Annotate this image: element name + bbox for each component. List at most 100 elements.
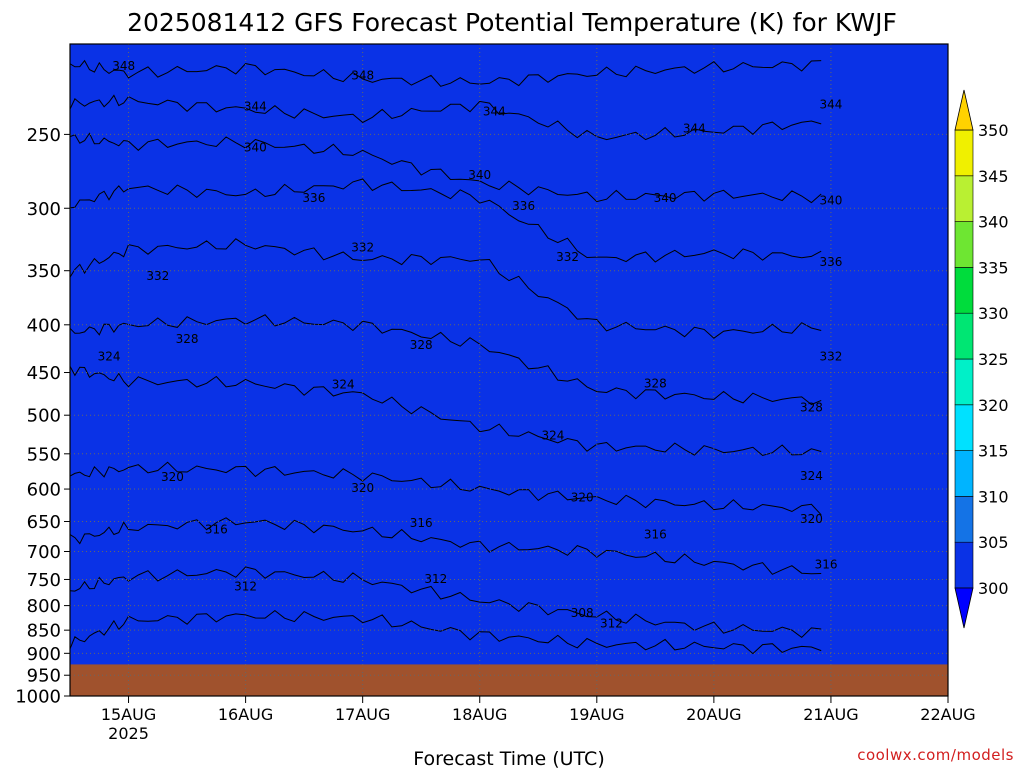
y-tick-label: 250 — [27, 125, 61, 146]
colorbar-label: 310 — [978, 487, 1009, 506]
contour-label: 324 — [541, 428, 564, 442]
contour-label: 340 — [244, 141, 267, 155]
y-tick-label: 700 — [27, 542, 61, 563]
contour-label: 344 — [483, 105, 506, 119]
contour-label: 340 — [819, 194, 842, 208]
colorbar-swatch — [954, 312, 974, 360]
x-tick-label: 18AUG — [452, 705, 507, 724]
axes: 2503003504004505005506006507007508008509… — [15, 125, 976, 743]
contour-label: 336 — [512, 199, 535, 213]
colorbar-swatch — [954, 221, 974, 268]
x-axis-label: Forecast Time (UTC) — [413, 748, 604, 768]
contour-label: 340 — [654, 191, 677, 205]
chart-title: 2025081412 GFS Forecast Potential Temper… — [127, 8, 897, 37]
contour-label: 320 — [351, 481, 374, 495]
colorbar-swatch — [954, 450, 974, 497]
contour-label: 324 — [98, 349, 121, 363]
contour-label: 316 — [205, 522, 228, 536]
isentrope-336 — [70, 178, 822, 263]
colorbar-label: 315 — [978, 442, 1009, 461]
colorbar-label: 325 — [978, 350, 1009, 369]
x-tick-label: 19AUG — [569, 705, 624, 724]
colorbar-label: 350 — [978, 121, 1009, 140]
contour-label: 328 — [176, 332, 199, 346]
colorbar-swatch — [954, 175, 974, 222]
contour-label: 308 — [571, 606, 594, 620]
colorbar-top-arrow — [954, 89, 974, 131]
contour-label: 320 — [571, 491, 594, 505]
y-tick-label: 600 — [27, 480, 61, 501]
y-tick-label: 750 — [27, 570, 61, 591]
contour-label: 316 — [410, 516, 433, 530]
contour-labels: 348 348 344 344 344 344 340 340 340 340 336 336 336 3… — [98, 59, 843, 630]
x-tick-year: 2025 — [108, 724, 149, 743]
y-tick-label: 300 — [27, 199, 61, 220]
contour-label: 344 — [683, 121, 706, 135]
colorbar-swatch — [954, 496, 974, 543]
contour-label: 312 — [424, 572, 447, 586]
colorbar-label: 340 — [978, 213, 1009, 232]
plot-area: 348 348 344 344 344 344 340 340 340 340 336 336 336 3… — [69, 43, 949, 697]
isentrope-320 — [70, 461, 822, 516]
y-tick-label: 350 — [27, 261, 61, 282]
isentrope-308 — [70, 609, 822, 655]
contour-label: 336 — [302, 191, 325, 205]
x-tick-label: 21AUG — [803, 705, 858, 724]
watermark-text: coolwx.com/models — [857, 746, 1014, 764]
isentrope-340 — [70, 132, 822, 204]
colorbar-bottom-arrow — [954, 587, 974, 629]
contour-label: 332 — [819, 349, 842, 363]
contour-label: 328 — [644, 377, 667, 391]
x-tick-label: 20AUG — [686, 705, 741, 724]
contour-label: 348 — [351, 69, 374, 83]
colorbar-label: 300 — [978, 579, 1009, 598]
colorbar-swatch — [954, 404, 974, 451]
isentrope-332 — [70, 238, 822, 339]
y-tick-label: 450 — [27, 363, 61, 384]
y-tick-label: 500 — [27, 406, 61, 427]
contour-label: 332 — [146, 269, 169, 283]
y-tick-label: 650 — [27, 512, 61, 533]
contour-label: 332 — [351, 240, 374, 254]
contour-label: 316 — [644, 527, 667, 541]
y-tick-label: 950 — [27, 666, 61, 687]
colorbar-swatch — [954, 267, 974, 314]
x-tick-label: 22AUG — [920, 705, 975, 724]
y-tick-label: 400 — [27, 315, 61, 336]
isentrope-312 — [70, 566, 822, 639]
contour-label: 336 — [819, 255, 842, 269]
contour-label: 312 — [600, 616, 623, 630]
contour-label: 328 — [410, 338, 433, 352]
contour-label: 320 — [161, 470, 184, 484]
y-tick-label: 1000 — [15, 687, 61, 708]
colorbar-label: 330 — [978, 304, 1009, 323]
contour-label: 320 — [800, 512, 823, 526]
colorbar-label: 335 — [978, 258, 1009, 277]
y-tick-label: 550 — [27, 444, 61, 465]
contour-label: 344 — [819, 98, 842, 112]
colorbar-swatch — [954, 541, 974, 589]
contour-label: 324 — [332, 378, 355, 392]
contour-label: 332 — [556, 250, 579, 264]
contour-label: 312 — [234, 579, 257, 593]
x-tick-label: 16AUG — [218, 705, 273, 724]
isentrope-316 — [70, 517, 822, 575]
isentrope-324 — [70, 365, 822, 457]
x-tick-label: 17AUG — [335, 705, 390, 724]
contour-label: 344 — [244, 99, 267, 113]
contour-label: 316 — [815, 558, 838, 572]
colorbar-swatch — [954, 358, 974, 406]
colorbar-label: 320 — [978, 396, 1009, 415]
contour-label: 328 — [800, 401, 823, 415]
fill-band-base — [70, 44, 948, 696]
isentrope-348 — [70, 59, 822, 87]
isentrope-328 — [70, 314, 822, 406]
contour-label: 324 — [800, 469, 823, 483]
y-tick-label: 800 — [27, 596, 61, 617]
contour-label: 348 — [112, 59, 135, 73]
colorbar-legend: 300 305 310 315 320 325 330 335 340 345 350 — [954, 89, 1009, 629]
x-tick-label: 15AUG — [101, 705, 156, 724]
isentrope-lines — [70, 59, 822, 655]
colorbar-label: 305 — [978, 533, 1009, 552]
